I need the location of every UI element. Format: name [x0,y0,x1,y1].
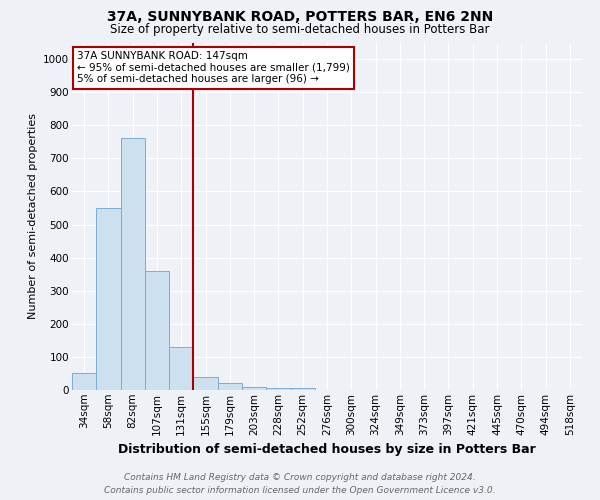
Text: Size of property relative to semi-detached houses in Potters Bar: Size of property relative to semi-detach… [110,22,490,36]
Y-axis label: Number of semi-detached properties: Number of semi-detached properties [28,114,38,320]
Bar [72,374,96,390]
Bar [96,208,121,390]
Bar [193,377,218,390]
Bar [218,384,242,390]
Bar [242,386,266,390]
Text: 37A SUNNYBANK ROAD: 147sqm
← 95% of semi-detached houses are smaller (1,799)
5% : 37A SUNNYBANK ROAD: 147sqm ← 95% of semi… [77,51,350,84]
Bar [145,271,169,390]
Text: Contains HM Land Registry data © Crown copyright and database right 2024.
Contai: Contains HM Land Registry data © Crown c… [104,474,496,495]
Text: 37A, SUNNYBANK ROAD, POTTERS BAR, EN6 2NN: 37A, SUNNYBANK ROAD, POTTERS BAR, EN6 2N… [107,10,493,24]
Bar [290,388,315,390]
Bar [169,347,193,390]
X-axis label: Distribution of semi-detached houses by size in Potters Bar: Distribution of semi-detached houses by … [118,443,536,456]
Bar [121,138,145,390]
Bar [266,388,290,390]
